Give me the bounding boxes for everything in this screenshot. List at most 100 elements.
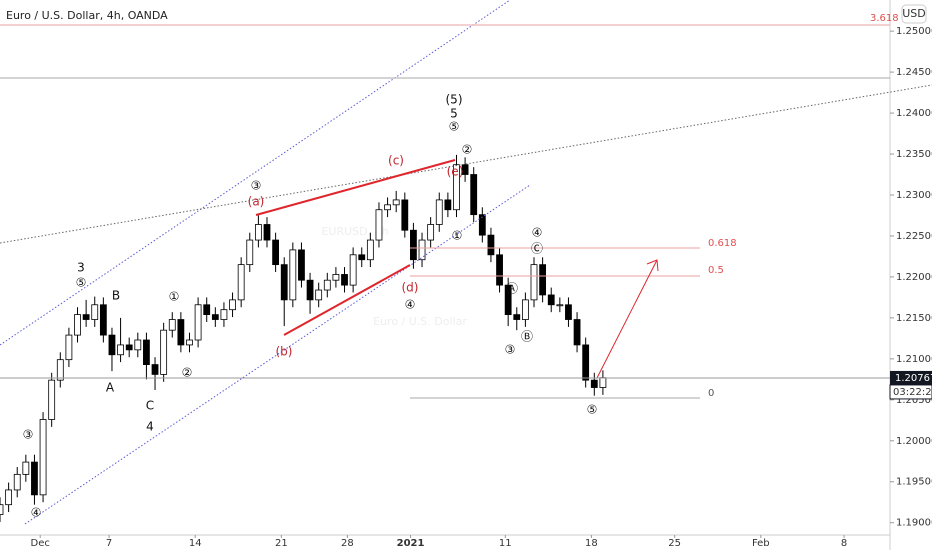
wave-label: ④ [532, 226, 543, 240]
symbol-title: Euro / U.S. Dollar, 4h, OANDA [6, 9, 168, 22]
trendline [0, 84, 932, 244]
x-tick-label: 8 [841, 538, 847, 549]
candle-body [143, 339, 150, 365]
x-tick-label: 11 [499, 538, 512, 549]
candle-body [504, 284, 512, 316]
last-price-label: 1.20767 [895, 373, 932, 384]
currency-label: USD [902, 7, 926, 20]
candle-body [280, 264, 288, 301]
candle-body [186, 339, 193, 346]
candle-body [444, 199, 452, 211]
wave-label: (c) [388, 154, 404, 168]
wave-label: ① [452, 229, 463, 243]
currency-button[interactable] [901, 4, 927, 24]
countdown-label: 03:22:26 [893, 387, 932, 398]
candle-body [99, 304, 107, 336]
wave-label: A [106, 381, 115, 395]
x-tick-label: 28 [341, 538, 354, 549]
candle-body [151, 364, 159, 375]
candle-body [323, 279, 331, 291]
candle-body [384, 204, 391, 211]
arrow-head [646, 259, 659, 272]
candle-body [220, 309, 228, 320]
candle-body [108, 334, 116, 356]
wave-label: (a) [248, 195, 265, 209]
candle-body [513, 314, 521, 320]
candle-body [349, 254, 357, 286]
wave-label: 4 [146, 420, 154, 434]
y-tick-label: 1.21000 [896, 354, 932, 365]
candle-body [573, 319, 581, 346]
wave-label: (5) [446, 93, 463, 107]
x-tick-label: 21 [275, 538, 288, 549]
wave-label: ② [462, 143, 473, 157]
candle-body [65, 334, 73, 361]
candle-body [470, 174, 478, 216]
candle-body [565, 304, 572, 320]
wave-label: ④ [31, 506, 42, 520]
x-tick-label: 14 [189, 538, 202, 549]
candle-body [358, 254, 366, 261]
wave-label: ③ [251, 179, 262, 193]
candle-body [74, 314, 81, 336]
candle-body [478, 214, 486, 236]
candle-body [82, 314, 90, 320]
fib-label: 0 [708, 388, 714, 399]
candle-body [496, 254, 503, 286]
candle-body [521, 299, 529, 320]
wave-label: ③ [23, 428, 34, 442]
candle-body [194, 304, 202, 341]
wave-label: 5 [450, 107, 458, 121]
wave-label: 3 [77, 261, 85, 275]
triangle-lower [283, 264, 411, 336]
triangle-upper [255, 159, 456, 216]
candle-body [332, 274, 340, 281]
x-tick-label: 7 [106, 538, 112, 549]
candle-body [203, 304, 211, 316]
wave-label: Ⓐ [506, 282, 518, 296]
y-tick-label: 1.22000 [896, 272, 932, 283]
candle-body [48, 379, 56, 420]
y-tick-label: 1.22500 [896, 231, 932, 242]
wave-label: ① [169, 290, 180, 304]
candle-body [530, 264, 538, 301]
candle-body [590, 379, 598, 388]
candle-body [435, 199, 443, 225]
candle-body [0, 504, 4, 515]
candle-body [5, 489, 13, 506]
x-tick-label: 25 [668, 538, 681, 549]
y-tick-label: 1.21500 [896, 313, 932, 324]
candle-body [599, 377, 607, 388]
watermark: EURUSD, 4h [321, 225, 388, 238]
candle-body [246, 239, 254, 266]
fib-label: 3.618 [870, 13, 899, 24]
candle-body [461, 164, 469, 175]
candle-body [272, 239, 280, 266]
candle-body [56, 359, 64, 381]
wave-label: Ⓑ [521, 330, 533, 344]
candle-body [315, 289, 323, 301]
candle-body [410, 229, 417, 261]
channel-upper [0, 0, 511, 346]
wave-label: ③ [505, 343, 516, 357]
wave-label: ⑤ [587, 403, 598, 417]
candle-body [366, 239, 374, 261]
candle-body [556, 304, 564, 307]
y-tick-label: 1.20000 [896, 436, 932, 447]
candle-body [22, 461, 30, 475]
candle-body [392, 199, 400, 206]
candle-body [306, 279, 314, 301]
wave-label: ⑤ [76, 276, 87, 290]
wave-label: C [146, 399, 154, 413]
candle-body [160, 329, 168, 375]
candle-body [31, 461, 38, 496]
wave-label: (d) [402, 281, 419, 295]
y-tick-label: 1.19000 [896, 518, 932, 529]
candle-body [401, 199, 409, 231]
wave-label: ⑤ [449, 120, 460, 134]
candle-body [298, 249, 305, 281]
candle-body [117, 344, 124, 356]
candle-body [125, 344, 133, 351]
wave-label: (b) [276, 345, 293, 359]
y-tick-label: 1.23000 [896, 190, 932, 201]
